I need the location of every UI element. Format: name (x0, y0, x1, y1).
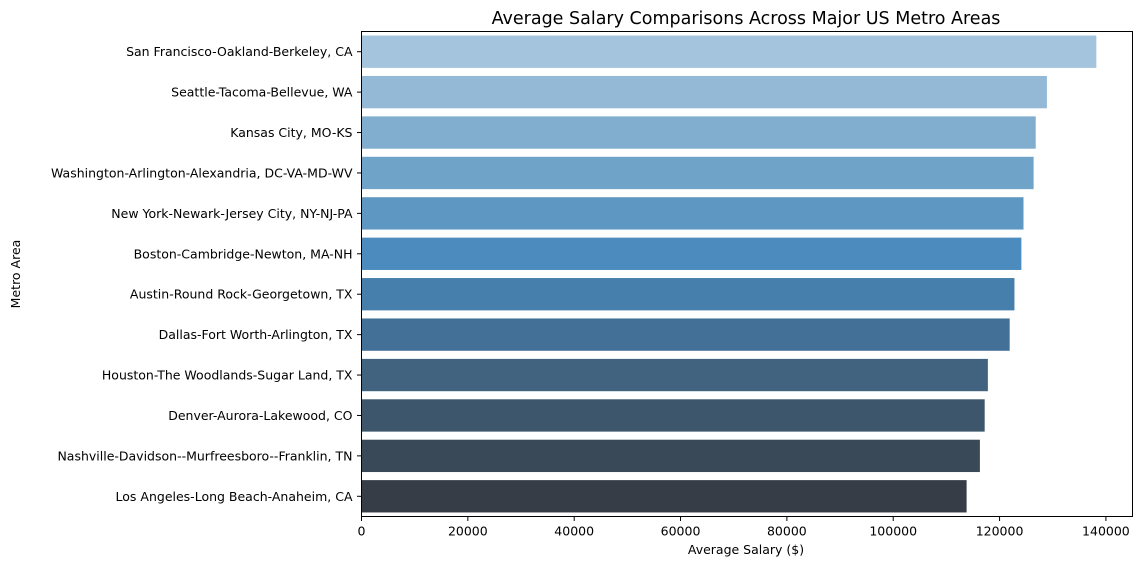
bars-group (361, 35, 1097, 513)
y-tick-label: Washington-Arlington-Alexandria, DC-VA-M… (51, 165, 353, 180)
plot-frame (361, 31, 1133, 517)
bar (361, 439, 980, 473)
bar (361, 278, 1015, 311)
bar (361, 318, 1010, 351)
y-axis-label: Metro Area (8, 240, 23, 309)
bar (361, 358, 988, 392)
x-tick-label: 0 (358, 524, 366, 539)
x-axis-label: Average Salary ($) (688, 542, 804, 557)
x-tick-label: 140000 (1082, 524, 1130, 539)
bar (361, 156, 1034, 190)
y-tick-label: Seattle-Tacoma-Bellevue, WA (171, 85, 353, 100)
bar (361, 116, 1036, 149)
y-tick-label: Nashville-Davidson--Murfreesboro--Frankl… (57, 448, 352, 463)
bar (361, 480, 967, 513)
y-tick-label: San Francisco-Oakland-Berkeley, CA (126, 44, 353, 59)
y-tick-label: Houston-The Woodlands-Sugar Land, TX (102, 368, 353, 383)
y-tick-label: Kansas City, MO-KS (230, 125, 352, 140)
x-tick-label: 40000 (554, 524, 594, 539)
x-tick-label: 80000 (767, 524, 807, 539)
chart-title: Average Salary Comparisons Across Major … (492, 9, 1001, 29)
bar (361, 35, 1097, 68)
y-tick-label: Los Angeles-Long Beach-Anaheim, CA (116, 489, 353, 504)
x-tick-label: 120000 (976, 524, 1024, 539)
bar (361, 75, 1047, 109)
x-tick-label: 20000 (448, 524, 488, 539)
bar (361, 399, 985, 432)
y-tick-label: New York-Newark-Jersey City, NY-NJ-PA (111, 206, 353, 221)
bar (361, 237, 1022, 270)
y-tick-label: Denver-Aurora-Lakewood, CO (168, 408, 352, 423)
x-tick-label: 60000 (661, 524, 701, 539)
y-tick-label: Dallas-Fort Worth-Arlington, TX (159, 327, 353, 342)
y-tick-label: Boston-Cambridge-Newton, MA-NH (134, 246, 353, 261)
y-tick-labels: San Francisco-Oakland-Berkeley, CA Seattl… (51, 44, 362, 504)
x-ticks: 0 20000 40000 60000 80000 100000 120000 140000 (358, 516, 1130, 539)
bar (361, 197, 1024, 230)
x-tick-label: 100000 (869, 524, 917, 539)
y-tick-label: Austin-Round Rock-Georgetown, TX (130, 287, 353, 302)
